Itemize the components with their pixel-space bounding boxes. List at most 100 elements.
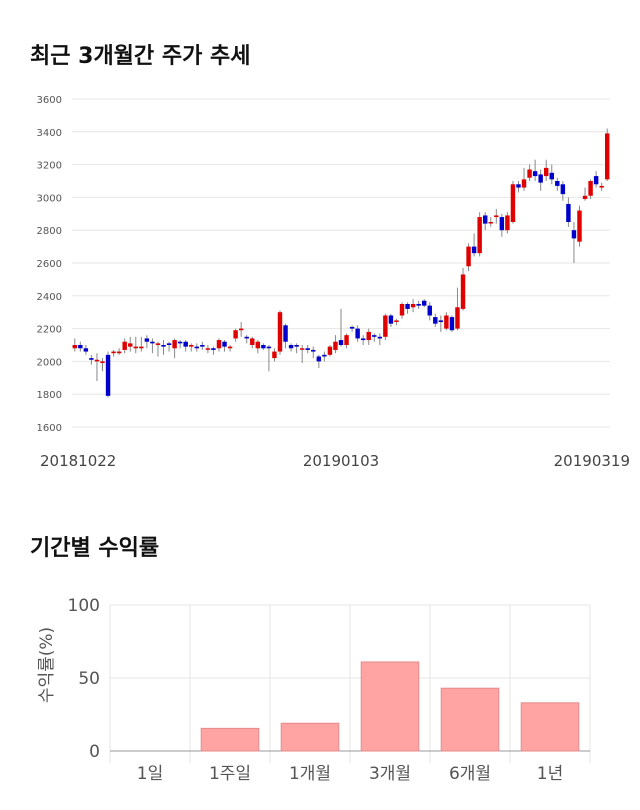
x-tick-label: 6개월 — [449, 764, 491, 784]
x-tick-label: 1개월 — [289, 764, 331, 784]
y-tick-label: 3400 — [37, 128, 62, 139]
candle-body — [377, 336, 383, 339]
candle-body — [488, 222, 493, 224]
y-tick-label: 0 — [89, 742, 100, 762]
candle-body — [266, 346, 272, 349]
candle-body — [566, 203, 571, 222]
candle-body — [538, 174, 543, 183]
candle-body — [571, 230, 577, 239]
candle-body — [189, 345, 194, 347]
candle-body — [200, 345, 205, 347]
candle-body — [521, 179, 527, 188]
candle-body — [322, 354, 327, 357]
y-tick-label: 100 — [68, 596, 100, 616]
bar-y-axis: 0 50 100 — [68, 596, 100, 762]
candle-body — [150, 341, 155, 344]
bar — [520, 702, 580, 752]
candle-body — [605, 133, 610, 180]
candle-body — [94, 359, 100, 362]
candle-body — [78, 345, 83, 349]
returns-title: 기간별 수익률 — [30, 536, 160, 561]
candle-body — [116, 351, 122, 354]
x-tick-label: 1일 — [137, 764, 163, 784]
y-tick-label: 1800 — [37, 390, 62, 401]
candle-body — [449, 317, 455, 331]
candle-body — [466, 246, 471, 267]
candle-body — [72, 345, 77, 349]
candlestick-chart: 1600 1800 2000 2200 2400 2600 2800 3000 3200 3400… — [37, 95, 630, 470]
candle-body — [83, 348, 89, 352]
candle-body — [294, 345, 299, 347]
y-tick-label: 1600 — [37, 423, 62, 434]
candle-body — [311, 349, 316, 352]
candle-x-axis: 20181022 20190103 20190319 — [40, 452, 630, 470]
candle-body — [255, 341, 261, 349]
candle-body — [250, 338, 255, 345]
y-tick-label: 50 — [78, 669, 100, 689]
x-tick-label: 3개월 — [369, 764, 411, 784]
y-tick-label: 2400 — [37, 292, 62, 303]
candle-body — [355, 328, 360, 339]
bar — [280, 722, 340, 752]
candle-body — [244, 336, 249, 339]
candle-body — [588, 181, 593, 196]
x-tick-label: 1주일 — [209, 764, 251, 784]
candle-body — [128, 343, 133, 347]
y-tick-label: 3200 — [37, 161, 62, 172]
candle-body — [144, 338, 150, 342]
candle-body — [532, 171, 538, 177]
bar — [200, 727, 260, 752]
candle-body — [305, 348, 310, 350]
candle-body — [388, 315, 394, 324]
bar — [360, 661, 420, 752]
bar — [440, 687, 500, 752]
candle-body — [399, 304, 405, 316]
candle-body — [261, 345, 266, 349]
candle-body — [344, 335, 349, 345]
candle-body — [549, 172, 554, 180]
candle-body — [139, 346, 144, 349]
candle-body — [177, 341, 183, 344]
candle-body — [272, 351, 277, 359]
candle-body — [593, 176, 599, 185]
candle-body — [460, 274, 466, 309]
candle-body — [405, 304, 410, 309]
candle-body — [499, 217, 505, 231]
candle-body — [516, 184, 521, 188]
candle-body — [100, 361, 105, 364]
candle-body — [122, 341, 127, 350]
candle-body — [233, 330, 238, 339]
y-tick-label: 2600 — [37, 259, 62, 270]
candle-body — [172, 340, 177, 349]
candle-body — [505, 215, 510, 231]
candle-y-axis: 1600 1800 2000 2200 2400 2600 2800 3000 3200 3400… — [37, 95, 62, 434]
candle-body — [455, 307, 460, 329]
price-trend-title: 최근 3개월간 주가 추세 — [30, 44, 251, 69]
candle-body — [161, 345, 166, 347]
candle-body — [333, 341, 338, 350]
candle-body — [383, 315, 388, 337]
candle-body — [327, 346, 333, 355]
candle-body — [433, 317, 438, 324]
candle-body — [416, 304, 421, 306]
candle-body — [438, 320, 444, 323]
bar-y-axis-label: 수익률(%) — [37, 627, 57, 703]
y-tick-label: 2200 — [37, 325, 62, 336]
candle-body — [349, 326, 355, 329]
x-tick-label: 20181022 — [40, 452, 116, 470]
candle-body — [222, 341, 227, 347]
candle-body — [194, 346, 200, 349]
y-tick-label: 2000 — [37, 357, 62, 368]
candle-body — [133, 346, 139, 349]
candle-body — [283, 325, 288, 342]
candle-body — [238, 328, 244, 331]
candle-body — [166, 343, 172, 345]
candle-body — [427, 305, 432, 316]
candle-body — [227, 346, 233, 349]
candle-marks — [72, 128, 610, 398]
y-tick-label: 2800 — [37, 226, 62, 237]
candle-body — [299, 348, 305, 350]
candle-body — [527, 169, 532, 178]
candle-body — [338, 340, 344, 345]
bar-grid — [109, 604, 591, 763]
